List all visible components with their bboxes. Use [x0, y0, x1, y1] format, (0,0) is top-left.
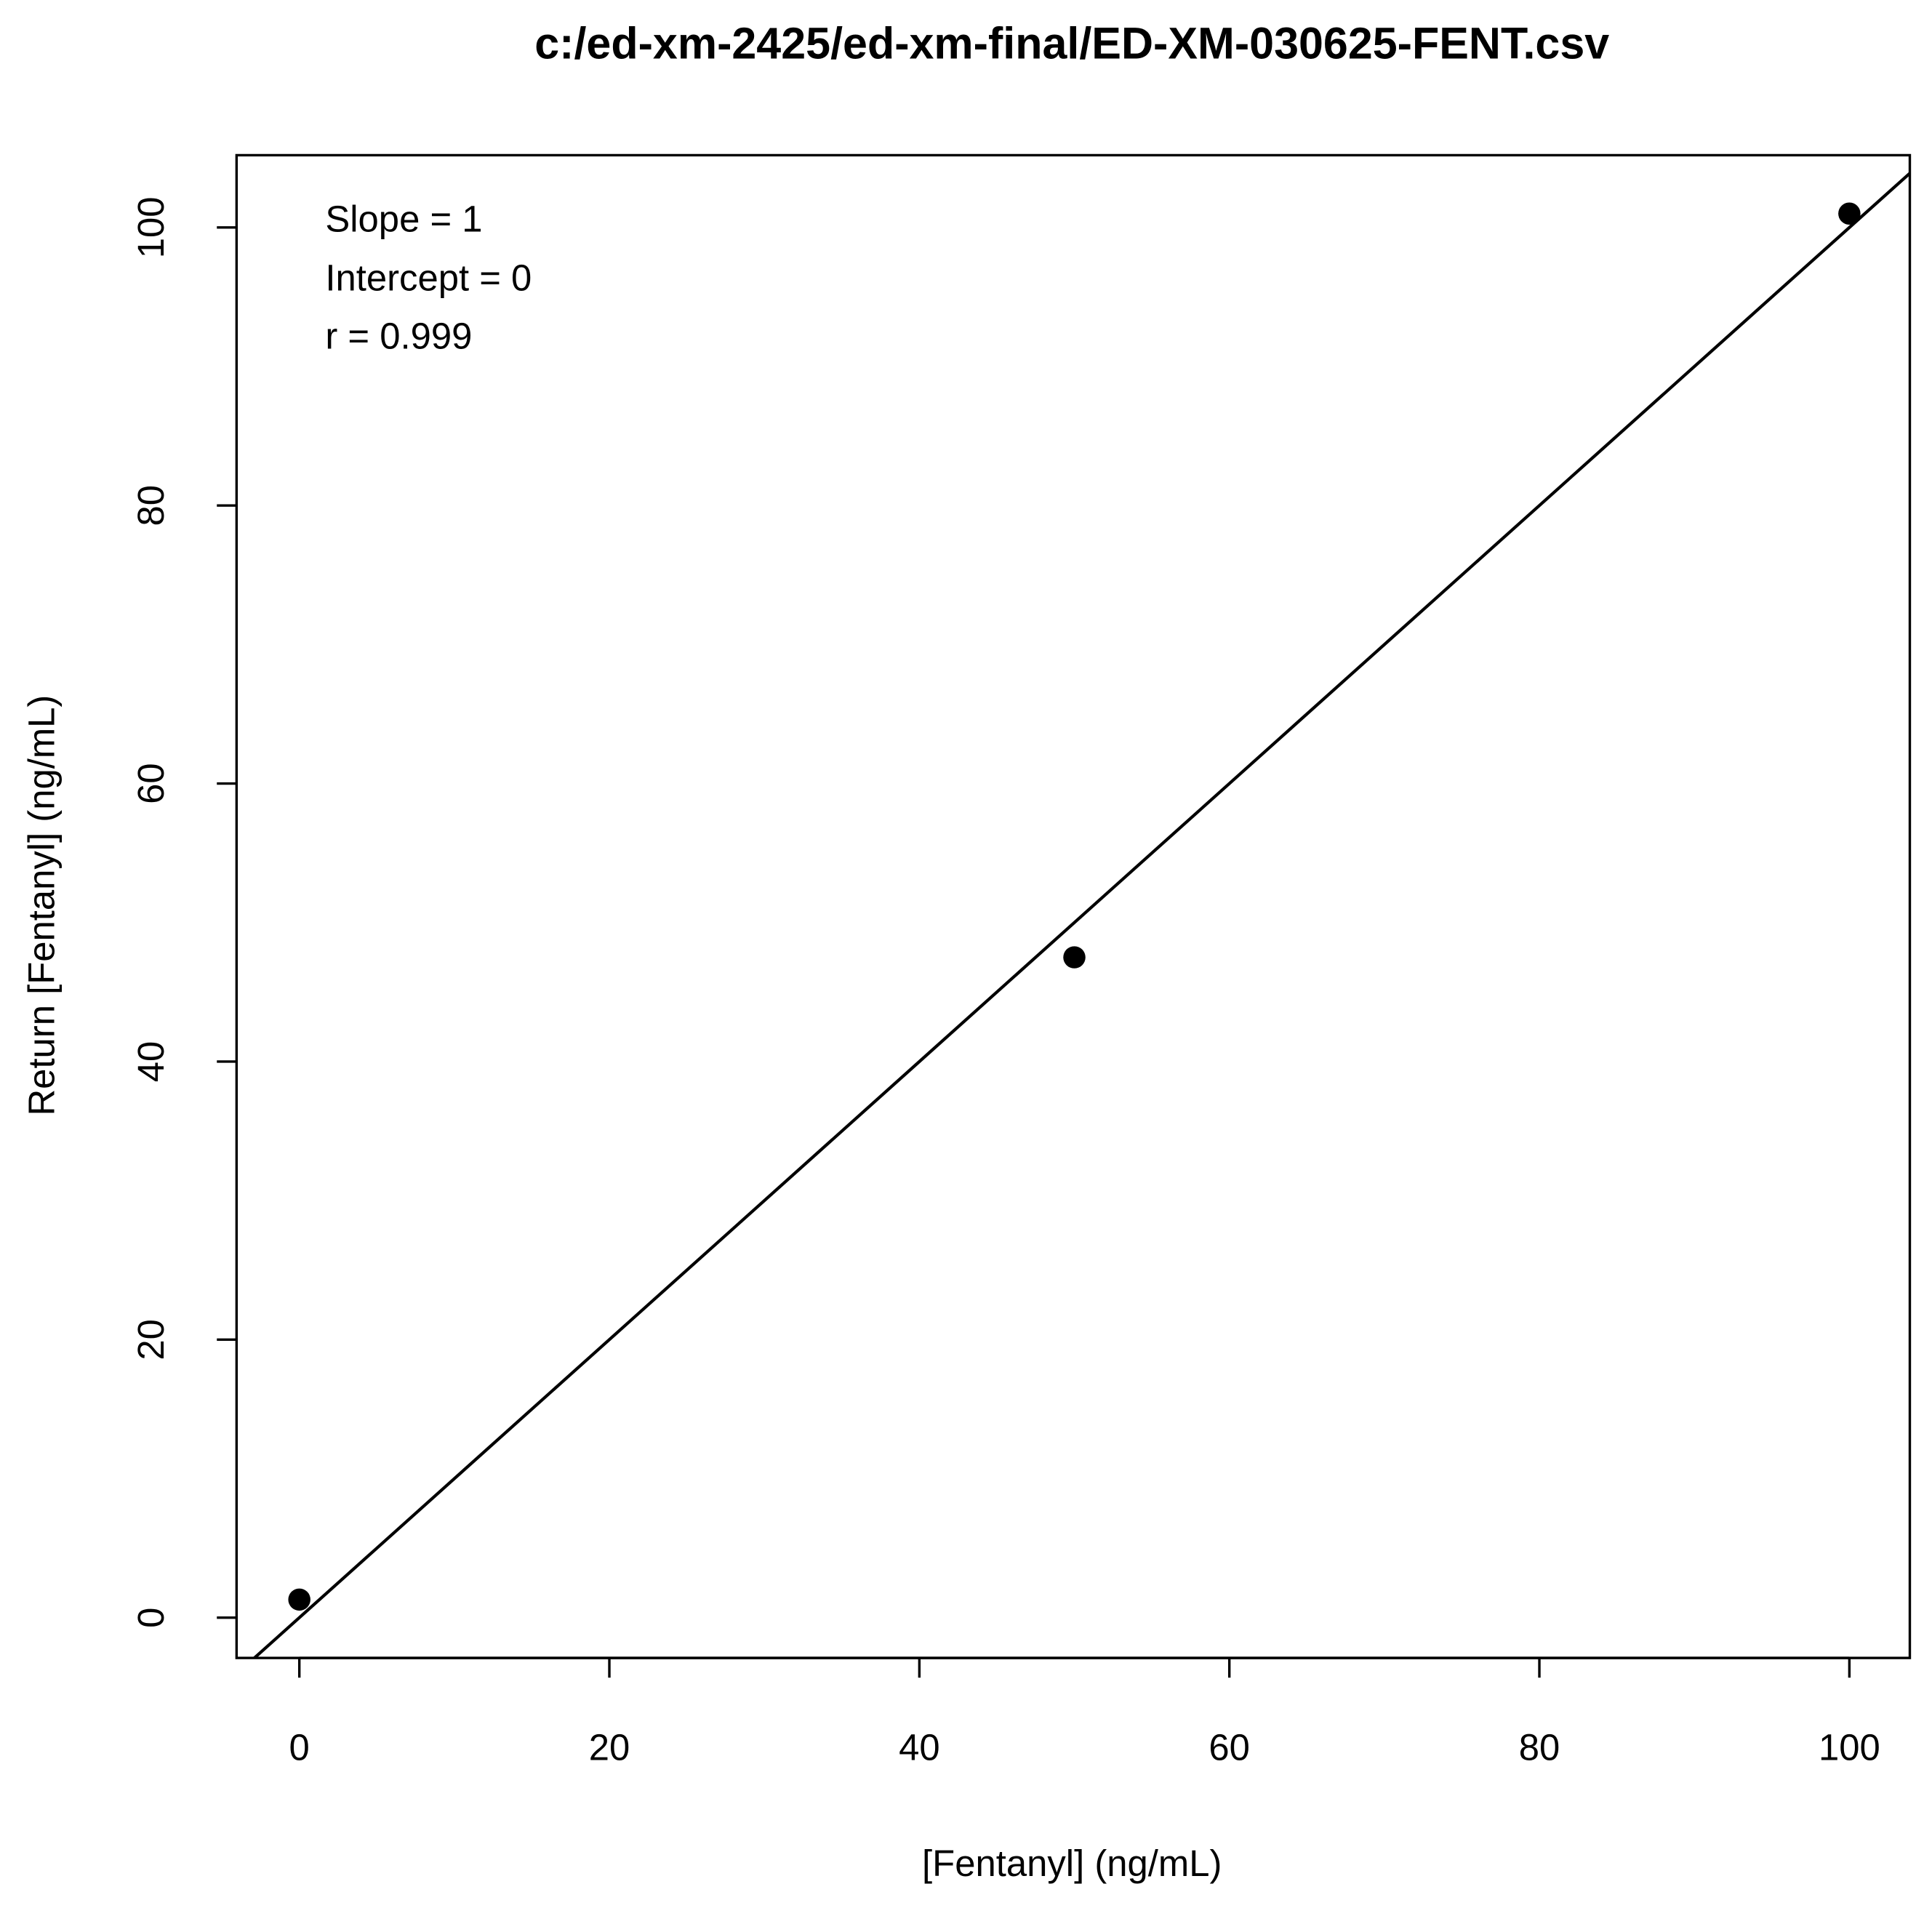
annotation: Slope = 1 [325, 198, 482, 239]
data-point [1838, 202, 1861, 225]
fit-line [252, 172, 1910, 1659]
x-tick-label: 0 [289, 1727, 310, 1768]
x-tick-label: 20 [589, 1727, 630, 1768]
x-axis-label: [Fentanyl] (ng/mL) [922, 1843, 1222, 1884]
y-tick-label: 100 [130, 196, 172, 258]
y-axis-label: Return [Fentanyl] (ng/mL) [20, 695, 62, 1116]
y-tick-label: 0 [130, 1608, 172, 1628]
data-point [1063, 946, 1086, 969]
x-tick-label: 100 [1819, 1727, 1880, 1768]
annotation: Intercept = 0 [325, 257, 532, 299]
data-point [288, 1588, 310, 1611]
y-tick-label: 40 [130, 1041, 172, 1083]
chart-title: c:/ed-xm-2425/ed-xm-final/ED-XM-030625-F… [534, 18, 1609, 68]
y-tick-label: 60 [130, 763, 172, 804]
annotation: r = 0.999 [325, 315, 472, 356]
x-tick-label: 40 [899, 1727, 940, 1768]
x-tick-label: 60 [1208, 1727, 1250, 1768]
y-tick-label: 80 [130, 485, 172, 526]
y-tick-label: 20 [130, 1319, 172, 1360]
x-tick-label: 80 [1519, 1727, 1560, 1768]
